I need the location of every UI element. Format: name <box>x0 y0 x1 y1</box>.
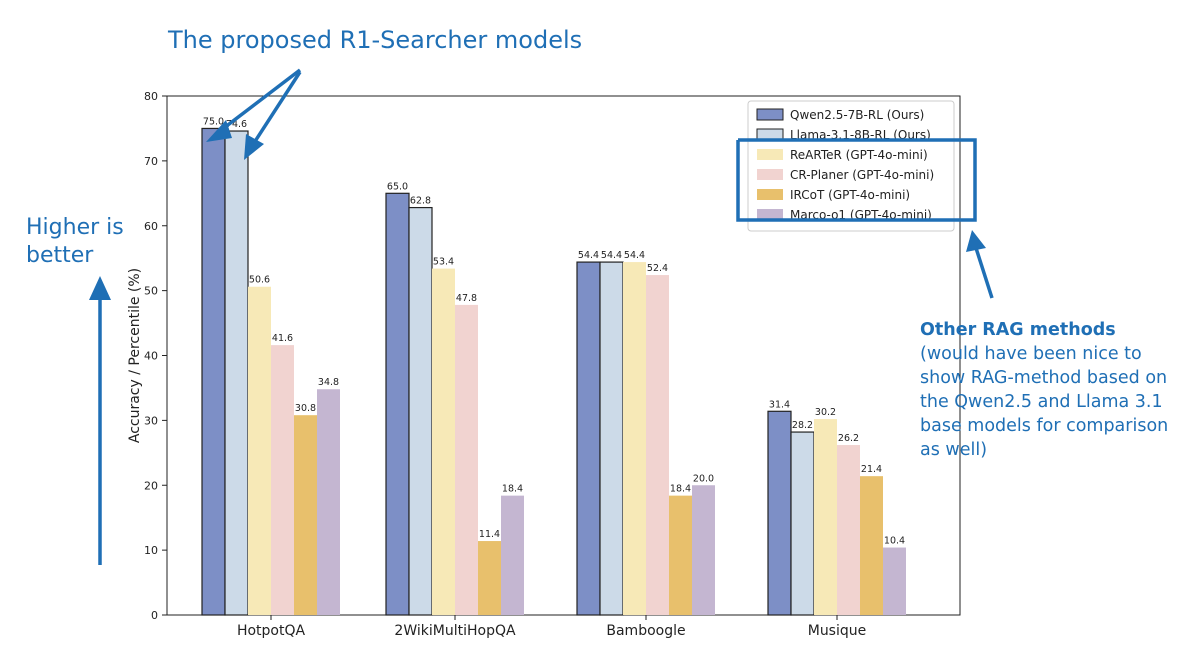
legend-swatch <box>757 169 783 180</box>
legend-label: CR-Planer (GPT-4o-mini) <box>790 168 934 182</box>
y-tick-label: 20 <box>144 479 158 492</box>
data-label: 54.4 <box>624 250 645 261</box>
annotation-arrowhead-2 <box>244 134 264 160</box>
annotation-higher-is-better: Higher is better <box>26 215 124 268</box>
bar <box>646 275 669 615</box>
bar <box>248 286 271 615</box>
data-label: 18.4 <box>502 484 523 495</box>
data-label: 54.4 <box>578 250 599 261</box>
higher-is-better-arrowhead <box>89 276 111 300</box>
bar <box>408 206 433 616</box>
annotation-other-rag-body: (would have been nice to show RAG-method… <box>920 344 1169 460</box>
bar <box>385 192 410 616</box>
annotation-arrows <box>89 68 994 565</box>
bar <box>224 130 249 616</box>
data-label: 10.4 <box>884 536 905 547</box>
bar <box>294 415 317 615</box>
legend-swatch <box>757 189 783 200</box>
y-tick-label: 40 <box>144 350 158 363</box>
annotation-arrowhead-1 <box>206 120 232 142</box>
data-label: 11.4 <box>479 529 500 540</box>
legend-label: IRCoT (GPT-4o-mini) <box>790 188 910 202</box>
data-label: 41.6 <box>272 333 293 344</box>
x-tick-label: Musique <box>808 623 867 639</box>
data-label: 54.4 <box>601 250 622 261</box>
bar <box>790 431 815 616</box>
legend-frame <box>747 100 955 232</box>
legend-label: ReARTeR (GPT-4o-mini) <box>790 148 928 162</box>
legend-swatch <box>757 149 783 160</box>
bar <box>669 495 692 615</box>
data-label: 28.2 <box>792 420 813 431</box>
bar <box>692 485 715 615</box>
data-label: 65.0 <box>387 181 408 192</box>
bar <box>201 127 226 616</box>
y-tick-label: 60 <box>144 220 158 233</box>
annotation-proposed-models: The proposed R1-Searcher models <box>168 26 583 54</box>
data-label: 53.4 <box>433 257 454 268</box>
bar <box>767 410 792 616</box>
data-label: 31.4 <box>769 399 790 410</box>
bar <box>837 445 860 615</box>
bar <box>432 268 455 615</box>
bar <box>478 541 501 615</box>
data-label: 62.8 <box>410 196 431 207</box>
data-label: 30.8 <box>295 403 316 414</box>
data-label: 50.6 <box>249 275 270 286</box>
bar <box>501 495 524 615</box>
y-tick-label: 80 <box>144 90 158 103</box>
x-tick-label: 2WikiMultiHopQA <box>394 623 516 639</box>
y-tick-label: 0 <box>151 609 158 622</box>
plot-area: 0 10 20 30 40 50 60 70 80 Accuracy / Percentile (… <box>127 90 961 639</box>
annotation-other-rag-title: Other RAG methods <box>920 320 1116 340</box>
data-label: 26.2 <box>838 433 859 444</box>
y-tick-label: 50 <box>144 285 158 298</box>
data-label: 74.6 <box>226 119 247 130</box>
bar <box>317 389 340 615</box>
annotation-arrow-3 <box>974 247 994 299</box>
data-label: 20.0 <box>693 473 714 484</box>
data-label: 52.4 <box>647 263 668 274</box>
legend-swatch <box>757 209 783 220</box>
bar <box>599 261 624 616</box>
data-label: 30.2 <box>815 407 836 418</box>
legend-label: Qwen2.5-7B-RL (Ours) <box>790 108 924 122</box>
y-tick-label: 10 <box>144 544 158 557</box>
data-label: 18.4 <box>670 484 691 495</box>
bar <box>455 304 478 615</box>
data-label: 75.0 <box>203 116 224 127</box>
annotation-other-rag-methods: Other RAG methods (would have been nice … <box>920 318 1190 462</box>
y-tick-label: 70 <box>144 155 158 168</box>
x-tick-label: Bamboogle <box>606 623 685 639</box>
y-tick-label: 30 <box>144 414 158 427</box>
rag-legend-highlight-box <box>736 138 977 222</box>
data-label: 21.4 <box>861 464 882 475</box>
bar <box>576 261 601 616</box>
bar <box>860 476 883 615</box>
bar <box>883 547 906 615</box>
annotation-arrow-1 <box>214 68 302 136</box>
bar <box>814 419 837 615</box>
legend: Qwen2.5-7B-RL (Ours)Llama-3.1-8B-RL (Our… <box>747 100 955 232</box>
legend-swatch <box>756 108 784 121</box>
annotation-arrow-2 <box>250 71 302 147</box>
x-tick-label: HotpotQA <box>237 623 306 639</box>
bar <box>271 345 294 615</box>
bar <box>623 262 646 615</box>
data-label: 34.8 <box>318 377 339 388</box>
y-axis-label: Accuracy / Percentile (%) <box>127 268 143 443</box>
data-label: 47.8 <box>456 293 477 304</box>
annotation-arrowhead-3 <box>966 230 986 252</box>
